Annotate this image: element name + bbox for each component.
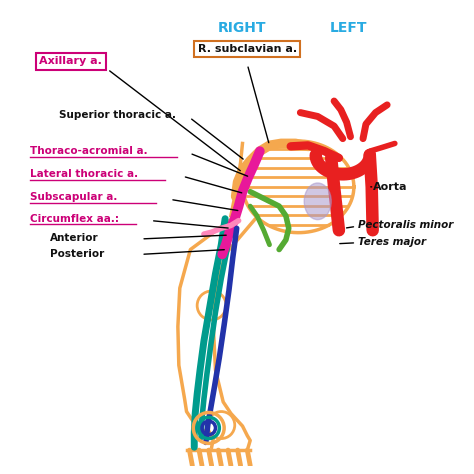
Text: Circumflex aa.:: Circumflex aa.:: [30, 214, 119, 224]
Text: R. subclavian a.: R. subclavian a.: [198, 44, 297, 54]
Text: Aorta: Aorta: [373, 182, 407, 192]
Ellipse shape: [304, 183, 331, 219]
Text: Lateral thoracic a.: Lateral thoracic a.: [30, 169, 138, 179]
Text: Axillary a.: Axillary a.: [39, 56, 102, 66]
Text: LEFT: LEFT: [330, 21, 367, 35]
Text: Anterior: Anterior: [50, 233, 98, 243]
Text: Pectoralis minor: Pectoralis minor: [358, 220, 454, 230]
Text: Teres major: Teres major: [358, 237, 426, 247]
Text: RIGHT: RIGHT: [218, 21, 267, 35]
Text: Subscapular a.: Subscapular a.: [30, 192, 118, 202]
Text: Thoraco-acromial a.: Thoraco-acromial a.: [30, 146, 148, 156]
Text: Superior thoracic a.: Superior thoracic a.: [59, 109, 176, 119]
Text: Posterior: Posterior: [50, 249, 104, 259]
